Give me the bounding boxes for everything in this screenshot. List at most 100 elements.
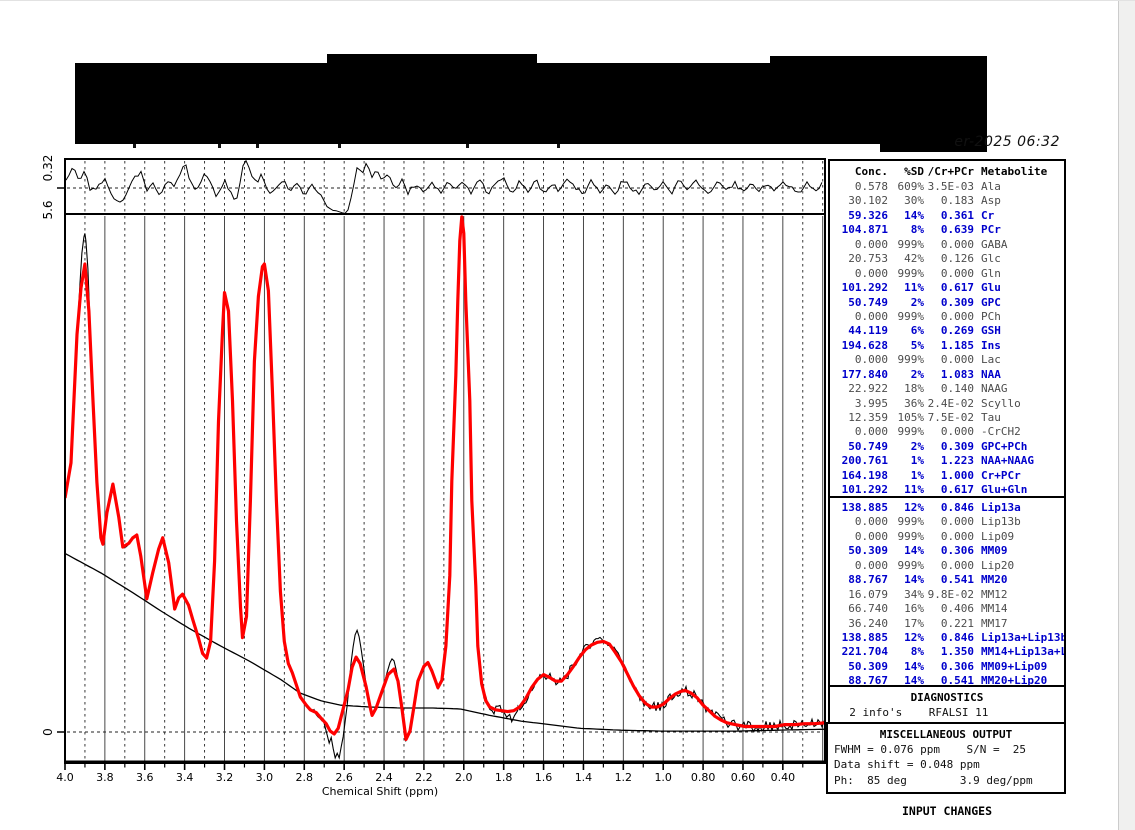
cell-metabolite: Glc xyxy=(981,252,1001,266)
cell-metabolite: NAA+NAAG xyxy=(981,454,1034,468)
cell-ratio: 0.617 xyxy=(940,483,974,497)
cell-sd: 2% xyxy=(910,367,924,381)
table-row: 101.292 11% 0.617 Glu xyxy=(830,281,1064,295)
baseline-trace xyxy=(66,553,824,732)
cell-metabolite: Tau xyxy=(981,411,1001,424)
cell-sd: 8% xyxy=(910,223,924,237)
x-tick-label: 3.8 xyxy=(96,771,114,784)
table-row: 0.000 999% 0.000 Gln xyxy=(830,267,1064,281)
misc-output-box: MISCELLANEOUS OUTPUT FWHM = 0.076 ppm S/… xyxy=(826,722,1066,794)
cell-metabolite: Lip13b xyxy=(981,515,1021,529)
diagnostics-line: 2 info's RFALSI 11 xyxy=(836,706,989,719)
cell-ratio: 0.000 xyxy=(940,515,974,529)
cell-sd: 12% xyxy=(904,630,924,644)
x-tick-label: 3.0 xyxy=(256,771,274,784)
table-row: 164.198 1% 1.000 Cr+PCr xyxy=(830,469,1064,483)
cell-metabolite: Cr xyxy=(981,208,995,222)
cell-metabolite: Gln xyxy=(981,266,1001,280)
cell-metabolite: Lip20 xyxy=(981,558,1015,572)
cell-conc: 3.995 xyxy=(854,396,888,410)
cell-ratio: 9.8E-02 xyxy=(927,587,974,601)
residual-trace xyxy=(66,160,823,213)
cell-metabolite: Lip13a+Lip13b xyxy=(981,630,1066,644)
col-header-metabolite: Metabolite xyxy=(981,165,1048,178)
x-tick-label: 4.0 xyxy=(56,771,74,784)
cell-conc: 59.326 xyxy=(848,208,888,222)
table-row: 22.922 18% 0.140 NAAG xyxy=(830,382,1064,396)
cell-metabolite: Lip13a xyxy=(981,501,1021,514)
cell-sd: 14% xyxy=(904,674,924,687)
table-row: 194.628 5% 1.185 Ins xyxy=(830,339,1064,353)
y-axis-labels: 0.32 5.6 0 xyxy=(41,155,55,736)
cell-conc: 177.840 xyxy=(841,367,888,381)
lipid-mm-table: 138.885 12% 0.846 Lip13a 0.000 999% 0.000 Lip13… xyxy=(828,496,1066,687)
cell-conc: 0.000 xyxy=(854,353,888,367)
table-row: 88.767 14% 0.541 MM20 xyxy=(830,573,1064,587)
table-row: 12.359 105% 7.5E-02 Tau xyxy=(830,411,1064,425)
table-row: 50.749 2% 0.309 GPC xyxy=(830,296,1064,310)
grid-lines xyxy=(67,161,824,761)
table-row: 221.704 8% 1.350 MM14+Lip13a+L xyxy=(830,645,1064,659)
plot-frame xyxy=(57,158,826,764)
table-row: 16.079 34% 9.8E-02 MM12 xyxy=(830,588,1064,602)
cell-conc: 164.198 xyxy=(841,468,888,482)
table-row: 0.000 999% 0.000 Lip20 xyxy=(830,559,1064,573)
cell-metabolite: PCr xyxy=(981,223,1001,237)
cell-ratio: 0.846 xyxy=(940,501,974,514)
table-row: 0.000 999% 0.000 -CrCH2 xyxy=(830,425,1064,439)
cell-metabolite: Scyllo xyxy=(981,396,1021,410)
cell-ratio: 0.000 xyxy=(940,353,974,367)
cell-conc: 0.000 xyxy=(854,558,888,572)
table-row: 104.871 8% 0.639 PCr xyxy=(830,223,1064,237)
input-changes-label: INPUT CHANGES xyxy=(901,804,992,818)
cell-metabolite: NAAG xyxy=(981,382,1008,396)
cell-sd: 999% xyxy=(897,353,925,367)
x-axis-title: Chemical Shift (ppm) xyxy=(322,785,438,798)
redacted-text-fragment xyxy=(338,144,341,148)
cell-sd: 14% xyxy=(904,659,924,673)
cell-metabolite: Lac xyxy=(981,353,1001,367)
main-panel-border xyxy=(64,213,826,764)
x-tick-label: 3.6 xyxy=(136,771,154,784)
cell-metabolite: Glu+Gln xyxy=(981,483,1028,497)
cell-conc: 0.000 xyxy=(854,529,888,543)
x-tick-label: 2.6 xyxy=(335,771,353,784)
cell-conc: 0.000 xyxy=(854,425,888,439)
col-header-sd: %SD xyxy=(904,165,924,178)
table-row: 0.000 999% 0.000 PCh xyxy=(830,310,1064,324)
redacted-text-fragment xyxy=(256,144,259,148)
x-tick-label: 1.8 xyxy=(495,771,513,784)
redacted-text-fragment xyxy=(133,144,136,148)
cell-ratio: 0.140 xyxy=(940,382,974,396)
table-row: 30.102 30% 0.183 Asp xyxy=(830,194,1064,208)
cell-sd: 2% xyxy=(910,439,924,453)
cell-metabolite: MM14+Lip13a+L xyxy=(981,645,1066,659)
cell-conc: 88.767 xyxy=(848,674,888,687)
cell-sd: 14% xyxy=(904,544,924,558)
cell-metabolite: MM20+Lip20 xyxy=(981,674,1048,687)
table-row: 0.000 999% 0.000 GABA xyxy=(830,238,1064,252)
cell-conc: 0.000 xyxy=(854,309,888,323)
cell-conc: 138.885 xyxy=(841,501,888,514)
header-redaction-block-top-right xyxy=(770,56,987,64)
cell-ratio: 0.000 xyxy=(940,309,974,323)
cell-conc: 20.753 xyxy=(848,252,888,266)
cell-metabolite: Glu xyxy=(981,281,1001,295)
table-row: 50.309 14% 0.306 MM09+Lip09 xyxy=(830,660,1064,674)
cell-ratio: 0.541 xyxy=(940,573,974,587)
cell-sd: 6% xyxy=(910,324,924,338)
cell-sd: 1% xyxy=(910,454,924,468)
table-row: 0.578 609% 3.5E-03 Ala xyxy=(830,180,1064,194)
cell-conc: 101.292 xyxy=(841,483,888,497)
data-trace xyxy=(66,217,824,760)
cell-ratio: 1.083 xyxy=(940,367,974,381)
cell-ratio: 1.223 xyxy=(940,454,974,468)
table-row: 50.749 2% 0.309 GPC+PCh xyxy=(830,440,1064,454)
redacted-text-fragment xyxy=(466,144,469,148)
x-tick-label: 0.80 xyxy=(691,771,716,784)
cell-sd: 999% xyxy=(897,515,925,529)
redacted-text-fragment xyxy=(557,144,560,148)
x-tick-label: 2.0 xyxy=(455,771,473,784)
cell-sd: 16% xyxy=(904,602,924,616)
cell-sd: 999% xyxy=(897,558,925,572)
